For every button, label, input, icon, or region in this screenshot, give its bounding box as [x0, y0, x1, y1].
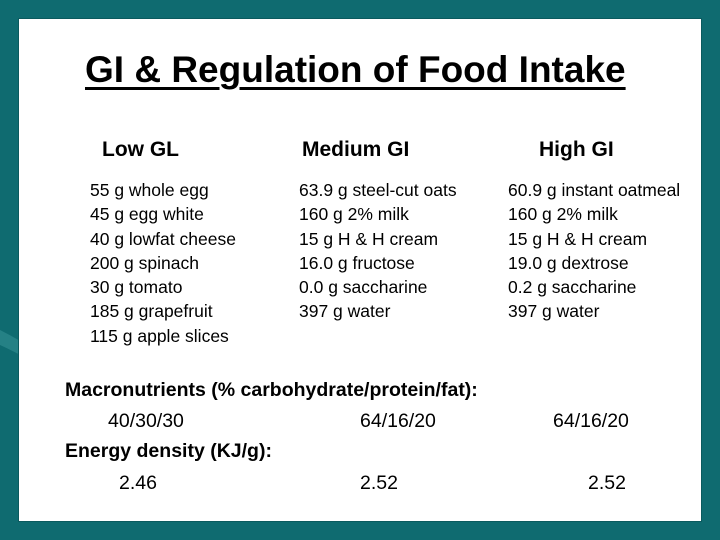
list-item: 55 g whole egg — [90, 178, 236, 202]
list-item: 15 g H & H cream — [299, 227, 457, 251]
list-item: 200 g spinach — [90, 251, 236, 275]
list-item: 160 g 2% milk — [299, 202, 457, 226]
list-item: 397 g water — [508, 299, 680, 323]
macronutrients-low-gl: 40/30/30 — [108, 410, 184, 433]
list-item: 63.9 g steel-cut oats — [299, 178, 457, 202]
list-item: 40 g lowfat cheese — [90, 227, 236, 251]
energy-density-medium-gi: 2.52 — [360, 472, 398, 495]
list-item: 397 g water — [299, 299, 457, 323]
macronutrients-medium-gi: 64/16/20 — [360, 410, 436, 433]
slide: GI & Regulation of Food Intake Low GL Me… — [18, 18, 702, 522]
high-gi-food-list: 60.9 g instant oatmeal 160 g 2% milk 15 … — [508, 178, 680, 324]
list-item: 30 g tomato — [90, 275, 236, 299]
list-item: 0.0 g saccharine — [299, 275, 457, 299]
slide-title: GI & Regulation of Food Intake — [85, 49, 626, 91]
energy-density-high-gi: 2.52 — [588, 472, 626, 495]
list-item: 60.9 g instant oatmeal — [508, 178, 680, 202]
list-item: 15 g H & H cream — [508, 227, 680, 251]
list-item: 115 g apple slices — [90, 324, 236, 348]
macronutrients-label: Macronutrients (% carbohydrate/protein/f… — [65, 379, 478, 402]
macronutrients-high-gi: 64/16/20 — [553, 410, 629, 433]
energy-density-label: Energy density (KJ/g): — [65, 440, 272, 463]
low-gl-food-list: 55 g whole egg 45 g egg white 40 g lowfa… — [90, 178, 236, 348]
list-item: 160 g 2% milk — [508, 202, 680, 226]
medium-gi-food-list: 63.9 g steel-cut oats 160 g 2% milk 15 g… — [299, 178, 457, 324]
list-item: 19.0 g dextrose — [508, 251, 680, 275]
energy-density-low-gl: 2.46 — [119, 472, 157, 495]
list-item: 16.0 g fructose — [299, 251, 457, 275]
column-heading-high-gi: High GI — [539, 138, 614, 162]
column-heading-low-gl: Low GL — [102, 138, 179, 162]
column-heading-medium-gi: Medium GI — [302, 138, 409, 162]
list-item: 45 g egg white — [90, 202, 236, 226]
list-item: 185 g grapefruit — [90, 299, 236, 323]
list-item: 0.2 g saccharine — [508, 275, 680, 299]
